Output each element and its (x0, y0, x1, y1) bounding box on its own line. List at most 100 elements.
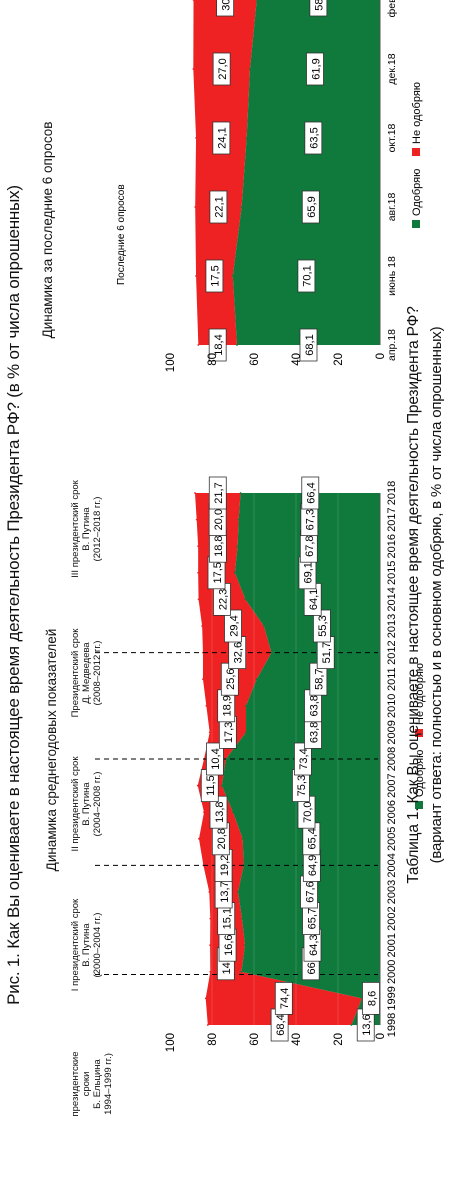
x-tick-label: 2015 (386, 561, 398, 585)
approve-point (236, 545, 239, 548)
disapprove-data-label: 17,5 (212, 562, 224, 583)
approve-point (241, 917, 243, 920)
x-tick-label: апр.18 (386, 329, 398, 361)
approve-point (233, 571, 236, 574)
approve-data-label-box (306, 52, 324, 86)
disapprove-data-label-box (224, 609, 242, 643)
x-tick-label: 2009 (386, 720, 398, 744)
x-tick-label: 2017 (386, 507, 398, 531)
approve-point (240, 206, 243, 208)
approve-data-label: 13,6 (361, 1014, 373, 1035)
disapprove-point (195, 137, 197, 139)
disapprove-data-label: 18,9 (221, 695, 233, 716)
approve-data-label: 73,4 (298, 748, 310, 769)
disapprove-data-label: 29,4 (228, 615, 240, 636)
approve-data-label: 67,6 (304, 881, 316, 902)
approve-data-label-box (362, 981, 380, 1015)
approve-point (241, 837, 244, 840)
disapprove-point (192, 68, 195, 70)
x-tick-label: 1998 (386, 1013, 398, 1037)
disapprove-area (193, 0, 257, 345)
x-tick-label: 2008 (386, 747, 398, 771)
x-tick-label: 2004 (386, 853, 398, 877)
approve-data-label: 63,5 (309, 127, 321, 148)
disapprove-data-label-box (212, 52, 231, 86)
approve-point (236, 344, 238, 346)
disapprove-data-label: 24,1 (217, 127, 229, 148)
disapprove-data-label-box (208, 476, 227, 510)
approve-point (244, 598, 247, 601)
legend-label-approve: Одобряю (411, 169, 423, 216)
y-tick-label: 0 (375, 353, 387, 359)
approve-data-label: 51,7 (321, 642, 333, 663)
disapprove-data-label-box (216, 0, 235, 17)
approve-data-label-box (297, 259, 316, 293)
x-tick-label: 2018 (386, 481, 398, 505)
approve-data-label: 64,9 (307, 855, 319, 876)
disapprove-data-label-box (209, 190, 228, 224)
approve-data-label: 63,8 (308, 695, 320, 716)
approve-data-label: 65,4 (307, 828, 319, 849)
y-tick-label: 100 (165, 1033, 177, 1052)
approve-data-label-box (304, 121, 323, 155)
approve-data-label: 68,1 (304, 334, 316, 355)
legend-label-disapprove: Не одобряю (414, 663, 426, 725)
disapprove-data-label: 19,2 (219, 855, 231, 876)
disapprove-point (197, 571, 200, 574)
disapprove-data-label-box (206, 742, 224, 776)
disapprove-point (201, 625, 204, 627)
x-tick-label: 2011 (386, 667, 398, 691)
y-tick-label: 0 (375, 1033, 387, 1039)
y-tick-label: 40 (291, 1033, 303, 1046)
legend-swatch-approve (412, 220, 420, 228)
disapprove-data-label: 15,1 (221, 908, 233, 929)
approve-data-label: 67,8 (304, 535, 316, 556)
disapprove-point (195, 275, 197, 277)
x-tick-label: 2007 (386, 773, 398, 797)
x-tick-label: 2005 (386, 827, 398, 851)
approve-point (255, 0, 258, 1)
approve-data-label: 67,3 (305, 509, 317, 530)
approve-data-label-box (309, 0, 328, 17)
disapprove-data-label: 22,3 (217, 589, 229, 610)
x-tick-label: 2010 (386, 694, 398, 718)
disapprove-data-label: 13,8 (214, 801, 226, 822)
disapprove-point (194, 206, 197, 208)
disapprove-point (208, 731, 211, 734)
x-tick-label: 1999 (386, 986, 398, 1010)
disapprove-point (197, 545, 200, 548)
x-tick-label: июнь 18 (386, 256, 398, 296)
approve-data-label: 64,3 (308, 934, 320, 955)
approve-data-label-box (294, 742, 312, 776)
disapprove-point (197, 598, 200, 601)
approve-point (245, 731, 247, 734)
disapprove-point (203, 811, 205, 814)
approve-data-label: 8,6 (366, 991, 378, 1006)
legend-swatch-disapprove (415, 729, 423, 737)
legend-swatch-disapprove (412, 148, 420, 156)
y-tick-label: 60 (249, 353, 261, 366)
approve-data-label: 70,0 (302, 801, 314, 822)
disapprove-data-label: 10,4 (210, 748, 222, 769)
disapprove-data-label: 17,3 (223, 722, 235, 743)
approve-data-label: 61,9 (310, 58, 322, 79)
x-tick-label: 2001 (386, 933, 398, 957)
y-tick-label: 80 (207, 1033, 219, 1046)
approve-data-label-box (301, 476, 320, 510)
disapprove-data-label: 20,0 (213, 509, 225, 530)
x-tick-label: 2013 (386, 614, 398, 638)
disapprove-point (205, 704, 208, 707)
disapprove-data-label: 11,5 (205, 775, 217, 796)
disapprove-data-label: 18,4 (213, 334, 225, 355)
disapprove-data-label: 20,8 (216, 828, 228, 849)
disapprove-point (192, 0, 195, 1)
table-title: Таблица 1. Как Вы оцениваете в настоящее… (405, 306, 422, 884)
approve-data-label: 65,9 (306, 196, 318, 217)
approve-point (240, 970, 243, 973)
x-tick-label: дек.18 (386, 53, 398, 84)
approve-point (245, 137, 248, 139)
approve-data-label-box (313, 609, 331, 643)
disapprove-point (209, 917, 212, 920)
